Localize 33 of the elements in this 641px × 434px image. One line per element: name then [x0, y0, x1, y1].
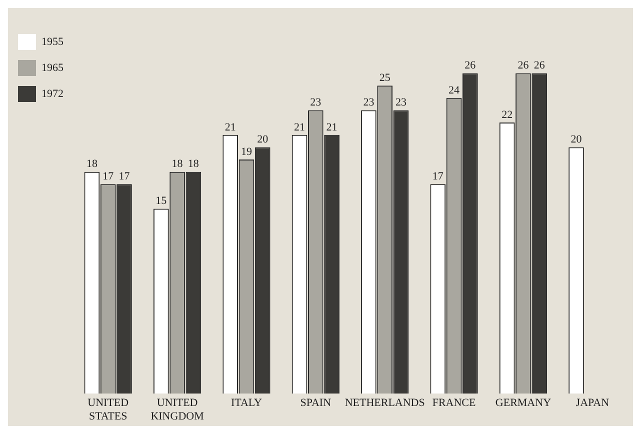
data-label: 26	[464, 60, 476, 72]
x-tick-label: NETHERLANDS	[344, 397, 425, 410]
data-label: 25	[379, 72, 391, 84]
legend-label: 1955	[42, 36, 64, 48]
data-label: 18	[188, 158, 200, 170]
data-label: 17	[118, 170, 130, 183]
data-label: 26	[534, 60, 546, 72]
data-label: 17	[432, 170, 444, 183]
data-label: 20	[257, 134, 269, 146]
data-label: 22	[502, 108, 513, 121]
data-label: 23	[310, 96, 322, 109]
x-tick-label: JAPAN	[576, 397, 610, 410]
data-label: 15	[156, 195, 168, 208]
data-label: 21	[294, 121, 306, 134]
legend-label: 1965	[42, 62, 64, 74]
data-label: 23	[395, 96, 407, 109]
data-label: 20	[570, 134, 582, 146]
x-tick-label: UNITED STATES	[88, 397, 129, 422]
x-tick-label: SPAIN	[300, 397, 332, 410]
data-label: 19	[240, 146, 252, 158]
data-label: 23	[363, 96, 375, 109]
data-label: 24	[448, 84, 460, 96]
x-tick-label: FRANCE	[432, 397, 476, 410]
x-tick-label: GERMANY	[495, 397, 552, 410]
data-label: 21	[326, 121, 338, 134]
x-tick-label: ITALY	[230, 397, 262, 410]
data-label: 18	[86, 158, 98, 170]
data-label: 18	[172, 158, 184, 170]
data-label: 21	[224, 121, 236, 134]
legend-label: 1972	[42, 88, 64, 100]
data-label: 17	[102, 170, 114, 183]
x-tick-label: UNITED KINGDOM	[150, 397, 204, 422]
data-label: 26	[518, 60, 530, 72]
